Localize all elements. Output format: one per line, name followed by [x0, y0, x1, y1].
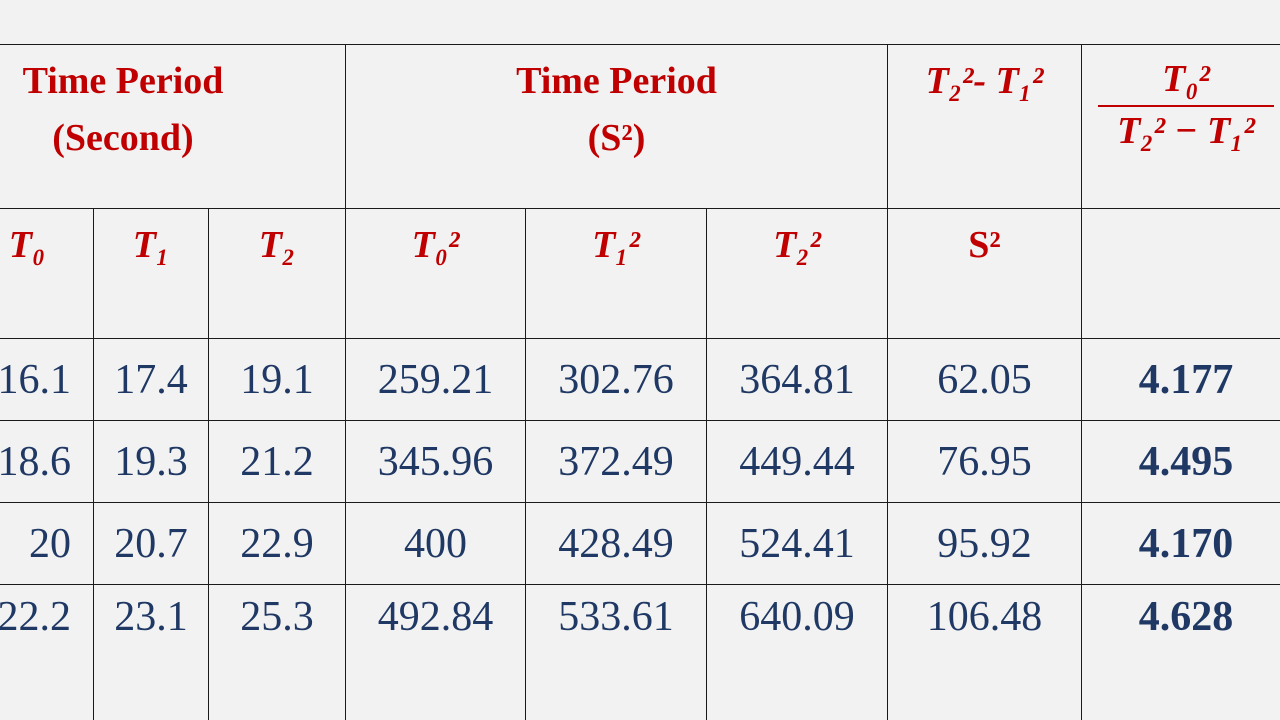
data-cell: 19.3 — [93, 420, 209, 503]
denominator: T₂² − T₁² — [1117, 109, 1255, 152]
cell-text: 259.21 — [377, 356, 494, 403]
cell-text: 4.170 — [1138, 520, 1234, 567]
sub-header: T₁ — [93, 208, 209, 339]
cell-text: 428.49 — [558, 520, 674, 567]
data-cell: 533.61 — [525, 584, 707, 720]
data-cell: 345.96 — [345, 420, 526, 503]
data-cell: 20 — [0, 502, 94, 585]
sub-header: T₀ — [0, 208, 94, 339]
cell-text: 4.177 — [1138, 356, 1234, 403]
data-cell: 20.7 — [93, 502, 209, 585]
numerator: T₀² — [1162, 58, 1210, 100]
cell-text: 18.6 — [0, 438, 71, 485]
data-cell: 428.49 — [525, 502, 707, 585]
data-cell: 18.6 — [0, 420, 94, 503]
cell-text: 106.48 — [926, 594, 1043, 640]
cell-text: 364.81 — [739, 356, 855, 403]
data-cell: 106.48 — [887, 584, 1082, 720]
top-border — [0, 0, 1280, 45]
data-cell: 95.92 — [887, 502, 1082, 585]
cell-text: 62.05 — [937, 356, 1032, 403]
cell-text: 640.09 — [739, 594, 855, 640]
data-cell: 302.76 — [525, 338, 707, 421]
group-header: Time Period (Second) — [0, 44, 346, 209]
data-cell: 16.1 — [0, 338, 94, 421]
cell-text: 19.3 — [114, 438, 188, 485]
cell-text: 25.3 — [240, 594, 314, 640]
data-cell: 22.9 — [208, 502, 346, 585]
data-cell: 22.2 — [0, 584, 94, 720]
cell-text: 492.84 — [377, 594, 494, 640]
data-cell: 4.177 — [1081, 338, 1280, 421]
cell-text: 372.49 — [558, 438, 674, 485]
cell-text: 21.2 — [240, 438, 314, 485]
data-cell: 524.41 — [706, 502, 888, 585]
ratio-header: T₀² T₂² − T₁² — [1081, 44, 1280, 209]
cell-text: 449.44 — [739, 438, 855, 485]
data-cell: 62.05 — [887, 338, 1082, 421]
sub-header: S² — [887, 208, 1082, 339]
cell-text: 95.92 — [937, 520, 1032, 567]
data-cell: 19.1 — [208, 338, 346, 421]
cell-text: 17.4 — [114, 356, 188, 403]
sub-header-text: T₁ — [132, 224, 170, 266]
cell-text: 302.76 — [558, 356, 674, 403]
sub-header-text: T₂ — [258, 224, 296, 266]
fraction-bar — [1098, 104, 1274, 107]
data-cell: 4.495 — [1081, 420, 1280, 503]
sub-header: T₂² — [706, 208, 888, 339]
data-cell: 449.44 — [706, 420, 888, 503]
data-cell: 364.81 — [706, 338, 888, 421]
cell-text: 20 — [29, 520, 71, 567]
sub-header-text: T₁² — [592, 224, 640, 266]
sub-header-text: T₀ — [8, 224, 46, 266]
data-cell: 640.09 — [706, 584, 888, 720]
data-cell: 4.170 — [1081, 502, 1280, 585]
data-cell: 400 — [345, 502, 526, 585]
sub-header-text: S² — [968, 224, 1001, 266]
data-cell: 23.1 — [93, 584, 209, 720]
data-cell: 4.628 — [1081, 584, 1280, 720]
cell-text: 23.1 — [114, 594, 188, 640]
data-cell: 259.21 — [345, 338, 526, 421]
sub-header: T₁² — [525, 208, 707, 339]
header-text: Time Period (Second) — [22, 60, 224, 159]
cell-text: 4.495 — [1138, 438, 1234, 485]
cell-text: 524.41 — [739, 520, 855, 567]
data-cell: 21.2 — [208, 420, 346, 503]
cell-text: 20.7 — [114, 520, 188, 567]
header-text: Time Period (S²) — [516, 60, 717, 159]
cell-text: 76.95 — [937, 438, 1032, 485]
cell-text: 533.61 — [558, 594, 674, 640]
cell-text: 19.1 — [240, 356, 314, 403]
data-cell: 492.84 — [345, 584, 526, 720]
data-cell: 25.3 — [208, 584, 346, 720]
sub-header-text: T₀² — [411, 224, 460, 266]
cell-text: 22.9 — [240, 520, 314, 567]
group-header: Time Period (S²) — [345, 44, 888, 209]
sub-header-text: T₂² — [773, 224, 821, 266]
data-cell: 17.4 — [93, 338, 209, 421]
sub-header: T₀² — [345, 208, 526, 339]
cell-text: 16.1 — [0, 356, 71, 403]
sub-header — [1081, 208, 1280, 339]
cell-text: 345.96 — [377, 438, 494, 485]
cell-text: 4.628 — [1138, 594, 1234, 640]
cell-text: 400 — [404, 520, 467, 567]
fraction: T₀² T₂² − T₁² — [1098, 58, 1274, 153]
data-cell: 372.49 — [525, 420, 707, 503]
cell-text: 22.2 — [0, 594, 71, 640]
header-text: T₂²- T₁² — [925, 60, 1044, 102]
group-header: T₂²- T₁² — [887, 44, 1082, 209]
sub-header: T₂ — [208, 208, 346, 339]
data-cell: 76.95 — [887, 420, 1082, 503]
